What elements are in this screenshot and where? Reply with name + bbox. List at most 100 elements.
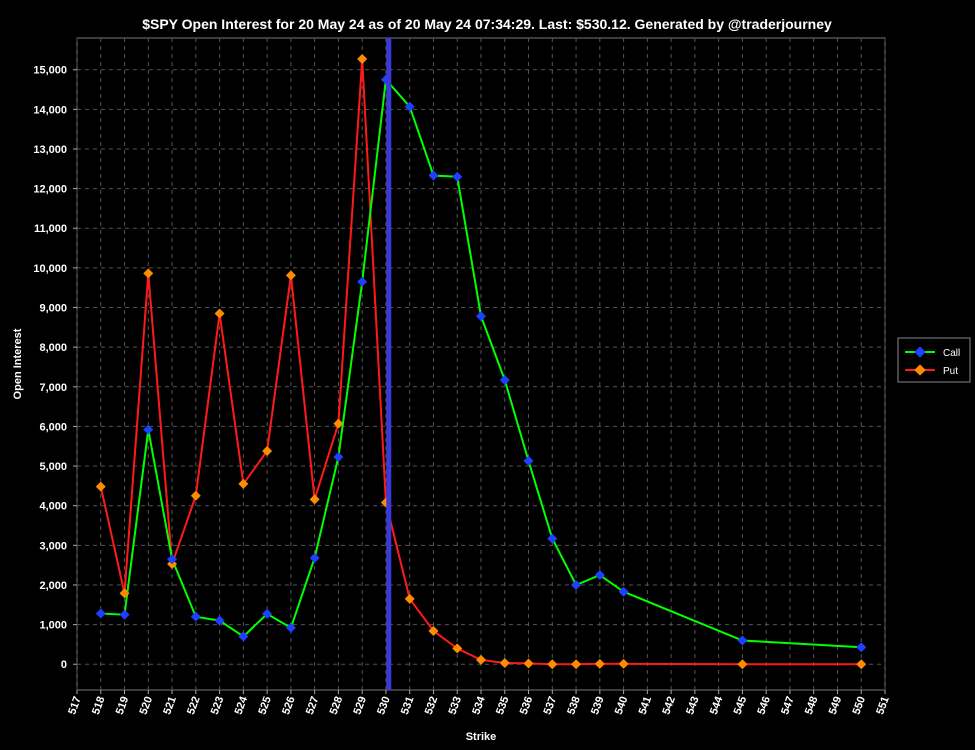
data-point-call [523, 455, 534, 466]
data-point-put [499, 658, 510, 669]
data-point-put [285, 270, 296, 281]
x-tick-label: 518 [90, 695, 108, 716]
y-tick-label: 13,000 [33, 144, 67, 156]
data-point-call [404, 101, 415, 112]
y-axis-label: Open Interest [12, 328, 24, 399]
x-tick-label: 541 [637, 695, 655, 716]
data-point-call [547, 533, 558, 544]
x-tick-label: 528 [328, 695, 346, 716]
x-tick-label: 517 [66, 695, 84, 716]
x-tick-label: 534 [470, 694, 488, 716]
y-tick-label: 14,000 [33, 104, 67, 116]
y-tick-label: 8,000 [39, 342, 67, 354]
y-tick-label: 5,000 [39, 461, 67, 473]
data-point-call [856, 642, 867, 653]
x-tick-label: 519 [114, 695, 132, 716]
y-tick-label: 1,000 [39, 620, 67, 632]
data-point-call [95, 608, 106, 619]
x-tick-label: 532 [423, 695, 441, 716]
y-tick-label: 7,000 [39, 382, 67, 394]
legend-box [897, 337, 971, 383]
x-tick-label: 522 [185, 695, 203, 716]
data-point-call [594, 570, 605, 581]
y-tick-label: 11,000 [34, 223, 67, 235]
y-tick-label: 9,000 [39, 303, 67, 315]
x-tick-label: 545 [732, 695, 750, 716]
data-point-call [190, 611, 201, 622]
data-point-put [404, 593, 415, 604]
data-point-call [285, 622, 296, 633]
y-tick-label: 2,000 [39, 580, 67, 592]
legend-put-marker [914, 364, 926, 376]
x-tick-label: 549 [827, 695, 845, 716]
data-point-call [119, 609, 130, 620]
legend-item-put: Put [905, 364, 958, 377]
data-point-put [452, 643, 463, 654]
data-point-put [262, 445, 273, 456]
x-tick-label: 533 [446, 695, 464, 716]
data-point-call [214, 615, 225, 626]
data-point-put [238, 478, 249, 489]
legend-put-label: Put [943, 366, 958, 377]
legend-item-call: Call [905, 346, 960, 359]
data-point-put [190, 490, 201, 501]
data-point-put [737, 659, 748, 670]
y-tick-label: 6,000 [39, 421, 67, 433]
data-point-put [357, 54, 368, 65]
x-tick-label: 530 [375, 695, 393, 716]
data-point-put [95, 481, 106, 492]
plot-area [76, 37, 886, 691]
data-point-call [428, 170, 439, 181]
legend-call-label: Call [943, 348, 960, 359]
data-point-put [428, 625, 439, 636]
x-tick-label: 531 [399, 695, 417, 716]
x-tick-label: 536 [518, 695, 536, 716]
x-tick-label: 526 [280, 695, 298, 716]
x-tick-label: 537 [542, 695, 560, 716]
data-point-call [571, 579, 582, 590]
data-point-put [571, 659, 582, 670]
data-point-put [476, 654, 486, 665]
data-point-call [167, 554, 178, 565]
data-point-call [309, 553, 320, 564]
y-axis: 0 1,000 2,000 3,000 4,000 5,000 6,000 7,000 8,00… [33, 65, 77, 671]
data-point-put [547, 659, 558, 670]
y-tick-label: 15,000 [33, 65, 67, 77]
data-point-put [594, 658, 605, 669]
data-point-call [143, 424, 154, 435]
data-point-call [357, 276, 368, 287]
x-tick-label: 524 [233, 694, 251, 716]
x-tick-label: 543 [684, 695, 702, 716]
data-point-call [737, 635, 748, 646]
x-tick-label: 525 [256, 695, 274, 716]
x-tick-label: 521 [161, 695, 179, 716]
x-tick-label: 535 [494, 695, 512, 716]
y-tick-label: 10,000 [33, 263, 67, 275]
x-tick-label: 546 [755, 695, 773, 716]
x-tick-label: 548 [803, 695, 821, 716]
series-layer [95, 54, 867, 670]
y-tick-label: 0 [61, 659, 67, 671]
data-point-call [618, 586, 629, 597]
x-tick-label: 551 [874, 695, 892, 716]
data-point-put [618, 658, 629, 669]
y-tick-label: 12,000 [33, 184, 67, 196]
x-tick-label: 544 [708, 694, 726, 716]
legend-call-marker [914, 346, 926, 358]
data-point-call [499, 375, 510, 386]
data-point-call [452, 171, 463, 182]
x-tick-label: 523 [209, 695, 227, 716]
x-tick-label: 547 [779, 695, 797, 716]
x-tick-label: 538 [565, 695, 583, 716]
x-tick-label: 550 [850, 695, 868, 716]
data-point-put [214, 308, 225, 319]
data-point-put [309, 494, 320, 505]
x-tick-label: 539 [589, 695, 607, 716]
x-tick-label: 520 [138, 695, 156, 716]
x-axis-label: Strike [466, 731, 497, 743]
data-point-put [856, 659, 867, 670]
x-tick-label: 540 [613, 695, 631, 716]
legend: Call Put [897, 337, 971, 383]
chart-title: $SPY Open Interest for 20 May 24 as of 2… [142, 16, 832, 32]
data-point-put [119, 588, 130, 599]
